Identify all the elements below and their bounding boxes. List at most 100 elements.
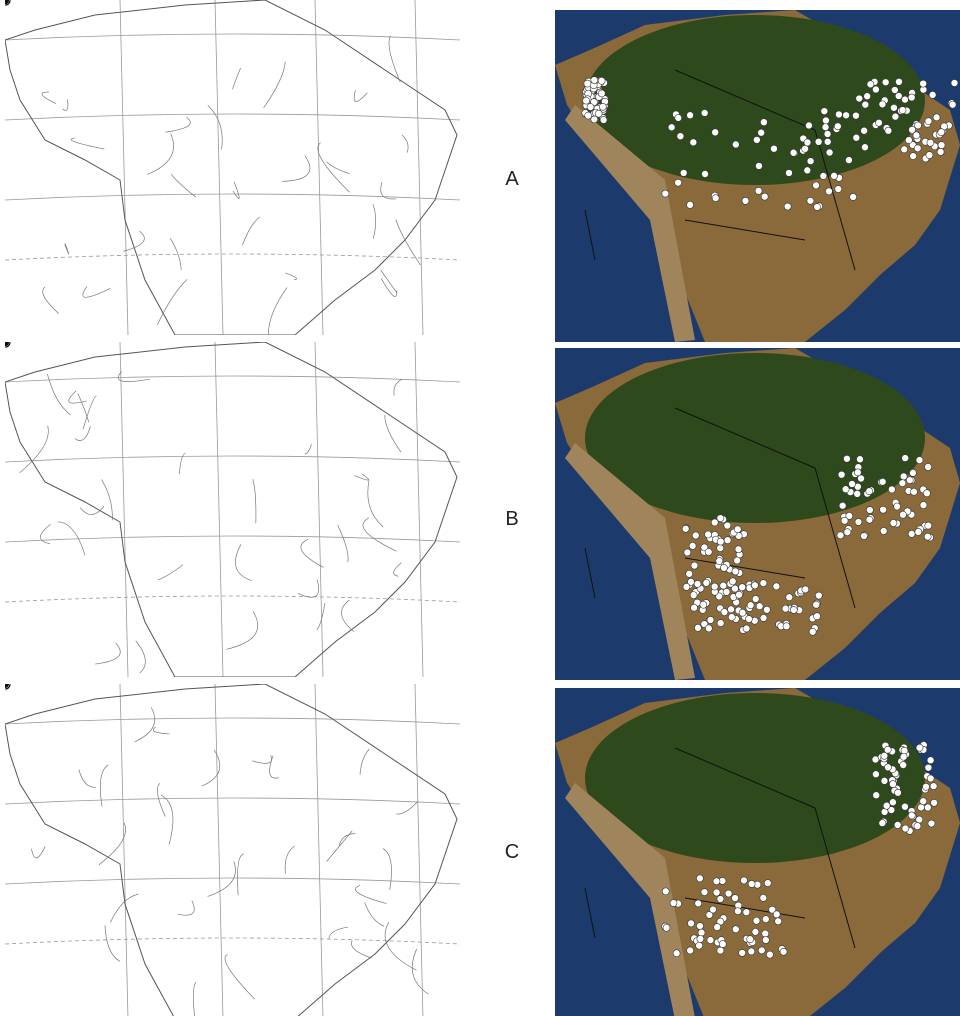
occurrence-dot (814, 204, 821, 211)
occurrence-dot (764, 880, 771, 887)
occurrence-dot (751, 582, 758, 589)
occurrence-dot (839, 502, 846, 509)
occurrence-dot (694, 624, 701, 631)
occurrence-dot (700, 601, 707, 608)
occurrence-dot (703, 579, 710, 586)
panel-label: A (505, 168, 519, 190)
occurrence-dot (804, 167, 811, 174)
occurrence-dot (725, 890, 732, 897)
occurrence-dot (591, 77, 598, 84)
occurrence-dot (670, 899, 677, 906)
occurrence-dot (908, 94, 915, 101)
occurrence-dot (707, 616, 714, 623)
occurrence-dot (743, 909, 750, 916)
occurrence-dot (889, 799, 896, 806)
occurrence-dot (747, 936, 754, 943)
panel-label: C (505, 841, 519, 863)
occurrence-dot (683, 583, 690, 590)
occurrence-dot (732, 141, 739, 148)
occurrence-dot (743, 625, 750, 632)
occurrence-dot (711, 583, 718, 590)
occurrence-dot (770, 145, 777, 152)
occurrence-dot (949, 101, 956, 108)
satellite-map (555, 688, 960, 1016)
occurrence-dot (837, 532, 844, 539)
occurrence-dot (923, 490, 930, 497)
occurrence-dot (717, 947, 724, 954)
occurrence-dot (748, 880, 755, 887)
occurrence-dot (734, 526, 741, 533)
occurrence-dot (585, 112, 592, 119)
occurrence-dot (885, 127, 892, 134)
occurrence-dot (735, 546, 742, 553)
occurrence-dot (696, 923, 703, 930)
occurrence-dot (909, 126, 916, 133)
map-background (5, 684, 460, 1016)
occurrence-dot (815, 138, 822, 145)
occurrence-dot (861, 533, 868, 540)
occurrence-dot (901, 146, 908, 153)
occurrence-dot (890, 519, 897, 526)
occurrence-dot (600, 116, 607, 123)
occurrence-dot (773, 911, 780, 918)
occurrence-dot (929, 91, 936, 98)
occurrence-dot (807, 158, 814, 165)
occurrence-dot (853, 134, 860, 141)
occurrence-dot (880, 527, 887, 534)
occurrence-dot (872, 86, 879, 93)
occurrence-dot (2, 681, 9, 688)
occurrence-dot (902, 825, 909, 832)
occurrence-dot (872, 771, 879, 778)
occurrence-dot (753, 136, 760, 143)
occurrence-dot (852, 112, 859, 119)
occurrence-dot (805, 122, 812, 129)
occurrence-dot (814, 613, 821, 620)
occurrence-dot (883, 802, 890, 809)
occurrence-dot (734, 908, 741, 915)
occurrence-dot (762, 930, 769, 937)
occurrence-dot (687, 947, 694, 954)
occurrence-dot (927, 139, 934, 146)
occurrence-dot (694, 580, 701, 587)
occurrence-dot (780, 948, 787, 955)
occurrence-dot (675, 114, 682, 121)
occurrence-dot (697, 935, 704, 942)
occurrence-dot (937, 148, 944, 155)
occurrence-dot (914, 145, 921, 152)
occurrence-dot (861, 127, 868, 134)
occurrence-dot (901, 96, 908, 103)
occurrence-dot (2, 0, 9, 4)
occurrence-dot (696, 875, 703, 882)
occurrence-dot (908, 530, 915, 537)
occurrence-dot (926, 152, 933, 159)
occurrence-dot (686, 570, 693, 577)
occurrence-dot (838, 471, 845, 478)
occurrence-dot (752, 928, 759, 935)
occurrence-dot (902, 455, 909, 462)
occurrence-dot (783, 623, 790, 630)
occurrence-dot (760, 894, 767, 901)
occurrence-dot (720, 582, 727, 589)
occurrence-dot (920, 798, 927, 805)
occurrence-dot (951, 79, 958, 86)
occurrence-dot (717, 538, 724, 545)
occurrence-dot (906, 477, 913, 484)
occurrence-dot (762, 916, 769, 923)
occurrence-dot (925, 118, 932, 125)
occurrence-dot (689, 542, 696, 549)
occurrence-dot (824, 130, 831, 137)
occurrence-dot (713, 889, 720, 896)
occurrence-dot (790, 606, 797, 613)
occurrence-dot (862, 101, 869, 108)
occurrence-dot (736, 591, 743, 598)
occurrence-dot (758, 947, 765, 954)
occurrence-dot (910, 153, 917, 160)
occurrence-dot (675, 179, 682, 186)
occurrence-dot (843, 112, 850, 119)
occurrence-dot (705, 549, 712, 556)
occurrence-dot (712, 129, 719, 136)
occurrence-dot (890, 104, 897, 111)
occurrence-dot (729, 578, 736, 585)
occurrence-dot (916, 744, 923, 751)
occurrence-dot (866, 488, 873, 495)
